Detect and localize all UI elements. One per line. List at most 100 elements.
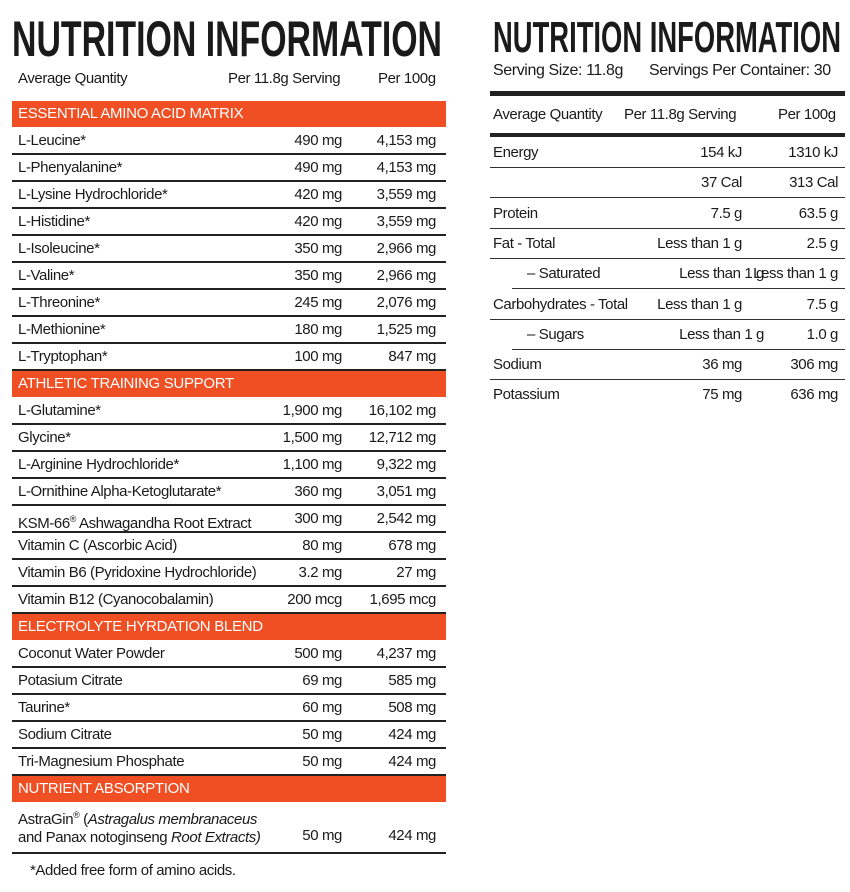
ingredient-name: L-Tryptophan* <box>18 348 108 366</box>
panel-title-graphic: NUTRITION INFORMATION <box>493 13 841 56</box>
section-header: NUTRIENT ABSORPTION <box>12 776 446 802</box>
nutrient-row: Energy 154 kJ 1310 kJ <box>490 138 845 168</box>
ingredient-name: Potasium Citrate <box>18 672 123 690</box>
per-100g-value: 3,559 mg <box>376 186 437 203</box>
nutrient-name: – Sugars <box>527 325 584 343</box>
header-average-quantity: Average Quantity <box>18 70 128 87</box>
per-100g-value: 313 Cal <box>789 174 838 192</box>
per-serving-value: 420 mg <box>294 213 342 230</box>
nutrient-name: Protein <box>493 204 538 222</box>
name-segment: L-Isoleucine* <box>18 240 100 257</box>
per-serving-value: 37 Cal <box>701 174 742 192</box>
ingredient-row: Vitamin C (Ascorbic Acid) 80 mg 678 mg <box>12 533 446 560</box>
nutrient-name: Carbohydrates - Total <box>493 295 628 313</box>
ingredient-row: Glycine* 1,500 mg 12,712 mg <box>12 425 446 452</box>
name-segment: L-Histidine* <box>18 213 90 230</box>
per-serving-value: 60 mg <box>302 699 342 716</box>
nutrient-name: – Saturated <box>527 265 601 283</box>
section-title: ELECTROLYTE HYRDATION BLEND <box>18 618 263 635</box>
ingredient-name: L-Histidine* <box>18 213 90 231</box>
ingredient-name: AstraGin® (Astragalus membranaceus and Pa… <box>18 806 261 847</box>
name-segment: Vitamin B6 (Pyridoxine Hydrochloride) <box>18 564 257 581</box>
nutrient-row: Sodium 36 mg 306 mg <box>490 350 845 381</box>
nutrient-row: Fat - Total Less than 1 g 2.5 g <box>490 229 845 259</box>
per-serving-value: Less than 1 g <box>679 325 764 343</box>
per-100g-value: 27 mg <box>396 564 436 581</box>
section-header: ELECTROLYTE HYRDATION BLEND <box>12 614 446 640</box>
name-segment: L-Glutamine* <box>18 402 101 419</box>
per-100g-value: 9,322 mg <box>376 456 437 473</box>
ingredient-row: L-Ornithine Alpha-Ketoglutarate* 360 mg 3,… <box>12 479 446 506</box>
nutrient-row: 37 Cal 313 Cal <box>490 168 845 199</box>
ingredient-row: Vitamin B6 (Pyridoxine Hydrochloride) 3.2… <box>12 560 446 587</box>
per-serving-value: 50 mg <box>302 827 342 844</box>
per-serving-value: 490 mg <box>294 132 342 149</box>
ingredient-row: KSM-66® Ashwagandha Root Extract 300 mg 2,… <box>12 506 446 533</box>
name-segment: Glycine* <box>18 429 71 446</box>
ingredient-name: L-Methionine* <box>18 321 106 339</box>
ingredient-row: L-Methionine* 180 mg 1,525 mg <box>12 317 446 344</box>
panel-title-graphic: NUTRITION INFORMATION <box>12 12 442 62</box>
ingredient-name: L-Isoleucine* <box>18 240 100 258</box>
per-serving-value: 3.2 mg <box>298 564 343 581</box>
ingredient-name: L-Glutamine* <box>18 402 101 420</box>
nutrient-row: – Sugars Less than 1 g 1.0 g <box>512 320 845 350</box>
name-segment: Vitamin C (Ascorbic Acid) <box>18 537 177 554</box>
name-segment: Sodium Citrate <box>18 726 112 743</box>
ingredient-row: Sodium Citrate 50 mg 424 mg <box>12 722 446 749</box>
per-100g-value: 1,525 mg <box>376 321 437 338</box>
header-per-100g: Per 100g <box>378 70 436 87</box>
per-100g-value: 2,966 mg <box>376 240 437 257</box>
per-100g-value: 4,237 mg <box>376 645 437 662</box>
ingredient-name: L-Threonine* <box>18 294 100 312</box>
nutrient-name: Fat - Total <box>493 234 556 252</box>
per-100g-value: 63.5 g <box>798 204 839 222</box>
per-100g-value: Less than 1 g <box>753 265 838 283</box>
ingredient-row: L-Valine* 350 mg 2,966 mg <box>12 263 446 290</box>
panel-title: NUTRITION INFORMATION <box>12 12 442 62</box>
header-average-quantity: Average Quantity <box>493 106 603 123</box>
per-100g-value: 636 mg <box>790 386 838 404</box>
registered-mark: ® <box>73 810 80 820</box>
per-serving-value: 36 mg <box>702 356 742 374</box>
ingredient-name: KSM-66® Ashwagandha Root Extract <box>18 510 252 533</box>
ingredient-row: AstraGin® (Astragalus membranaceus and Pa… <box>12 803 446 854</box>
per-serving-value: 200 mcg <box>287 591 342 608</box>
name-segment: Astragalus membranaceus <box>87 811 258 828</box>
section-title: NUTRIENT ABSORPTION <box>18 780 190 797</box>
per-100g-value: 678 mg <box>388 537 436 554</box>
per-serving-value: 69 mg <box>302 672 342 689</box>
ingredient-name: Taurine* <box>18 699 70 717</box>
ingredient-name: Tri-Magnesium Phosphate <box>18 753 185 771</box>
ingredient-row: L-Isoleucine* 350 mg 2,966 mg <box>12 236 446 263</box>
ingredient-name: L-Valine* <box>18 267 75 285</box>
ingredient-row: L-Glutamine* 1,900 mg 16,102 mg <box>12 398 446 425</box>
ingredient-name: L-Phenyalanine* <box>18 159 122 177</box>
registered-mark: ® <box>69 514 77 524</box>
ingredient-name: Vitamin C (Ascorbic Acid) <box>18 537 177 555</box>
per-serving-value: 154 kJ <box>700 144 742 161</box>
name-segment: L-Threonine* <box>18 294 100 311</box>
per-100g-value: 424 mg <box>388 726 436 743</box>
name-segment: L-Valine* <box>18 267 75 284</box>
per-serving-value: 350 mg <box>294 267 342 284</box>
divider <box>490 133 845 137</box>
nutrient-name: Potassium <box>493 386 560 404</box>
nutrient-name: Sodium <box>493 356 542 374</box>
per-serving-value: 180 mg <box>294 321 342 338</box>
per-serving-value: 500 mg <box>294 645 342 662</box>
name-segment: Vitamin B12 (Cyanocobalamin) <box>18 591 214 608</box>
ingredient-row: L-Tryptophan* 100 mg 847 mg <box>12 344 446 371</box>
name-segment: L-Lysine Hydrochloride* <box>18 186 168 203</box>
per-100g-value: 508 mg <box>388 699 436 716</box>
ingredient-name: L-Ornithine Alpha-Ketoglutarate* <box>18 483 222 501</box>
per-serving-value: 7.5 g <box>710 204 743 222</box>
name-segment: L-Arginine Hydrochloride* <box>18 456 179 473</box>
name-segment: Taurine* <box>18 699 70 716</box>
per-serving-value: 360 mg <box>294 483 342 500</box>
per-serving-value: 300 mg <box>294 510 342 527</box>
per-serving-value: 350 mg <box>294 240 342 257</box>
ingredient-row: Tri-Magnesium Phosphate 50 mg 424 mg <box>12 749 446 776</box>
per-100g-value: 585 mg <box>388 672 436 689</box>
panel-title: NUTRITION INFORMATION <box>493 13 841 56</box>
